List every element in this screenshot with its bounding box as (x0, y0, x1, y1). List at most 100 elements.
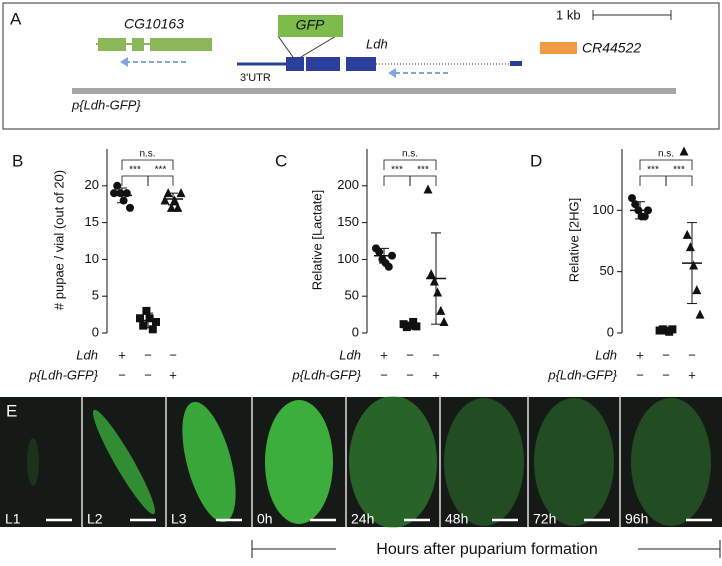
stage-label: L3 (171, 511, 187, 527)
genotype-sign: − (432, 347, 440, 362)
stage-label: L2 (87, 511, 103, 527)
larva (444, 398, 524, 526)
genotype-sign: − (688, 347, 696, 362)
construct-label: p{Ldh-GFP} (71, 97, 141, 112)
y-axis-label: Relative [2HG] (566, 198, 581, 283)
genotype-sign: + (636, 347, 644, 362)
larva (27, 438, 39, 486)
gene-diagram (72, 10, 676, 94)
y-axis-label: # pupae / vial (out of 20) (51, 170, 66, 310)
data-point (682, 229, 692, 239)
significance-bracket (383, 159, 437, 170)
data-point (119, 196, 128, 205)
data-point (166, 202, 176, 212)
data-point (142, 306, 151, 315)
data-point (439, 316, 449, 326)
genotype-sign: − (380, 367, 388, 382)
panel-label: E (6, 401, 17, 420)
stage-label: L1 (5, 511, 21, 527)
panel-label: B (12, 151, 23, 170)
data-point (113, 181, 122, 190)
y-tick-label: 100 (592, 202, 614, 217)
larva (93, 409, 155, 515)
larva (265, 400, 333, 524)
y-tick-label: 0 (607, 324, 614, 339)
data-point (148, 325, 157, 334)
data-point (695, 309, 705, 319)
data-point (170, 195, 180, 205)
significance-label: n.s. (402, 149, 418, 160)
genotype-label: p{Ldh-GFP} (291, 367, 361, 382)
data-point (173, 202, 183, 212)
y-tick-label: 20 (85, 177, 99, 192)
genotype-sign: − (169, 347, 177, 362)
significance-bracket (121, 159, 174, 170)
y-tick-label: 5 (92, 288, 99, 303)
significance-label: n.s. (139, 149, 155, 160)
genotype-label: Ldh (76, 347, 98, 362)
significance-bracket (147, 175, 174, 186)
stage-label: 96h (625, 511, 648, 527)
data-point (692, 285, 702, 295)
y-tick-label: 0 (352, 324, 359, 339)
significance-bracket (639, 159, 693, 170)
y-tick-label: 0 (92, 324, 99, 339)
significance-label: *** (129, 165, 141, 176)
data-point (689, 260, 699, 270)
gene-label: CR44522 (582, 40, 641, 56)
larva (182, 401, 236, 523)
micrographs (27, 396, 712, 528)
genotype-sign: − (406, 347, 414, 362)
data-point (423, 184, 433, 194)
caption-bg (336, 538, 638, 560)
genotype-sign: + (688, 367, 696, 382)
gene-label: GFP (296, 17, 325, 33)
larva (349, 396, 437, 528)
stage-label: 0h (257, 511, 273, 527)
genotype-sign: + (118, 347, 126, 362)
genotype-sign: + (380, 347, 388, 362)
genotype-label: p{Ldh-GFP} (547, 367, 617, 382)
data-point (685, 242, 695, 252)
significance-bracket (121, 175, 149, 186)
significance-bracket (409, 175, 437, 186)
chart: B # pupae / vial (out of 20) 0 5 10 15 20 *** **… (12, 149, 186, 382)
y-tick-label: 10 (85, 251, 99, 266)
genotype-sign: − (144, 347, 152, 362)
genotype-label: p{Ldh-GFP} (28, 367, 98, 382)
genotype-sign: − (144, 367, 152, 382)
chart: D Relative [2HG] 0 50 100 *** *** n.s. Ldh + − − p{L… (530, 146, 705, 382)
genotype-sign: − (662, 367, 670, 382)
data-point (384, 262, 393, 271)
time-caption: Hours after puparium formation (376, 541, 597, 558)
y-tick-label: 50 (600, 263, 614, 278)
data-point (160, 195, 170, 205)
y-tick-label: 200 (337, 177, 359, 192)
significance-label: *** (155, 165, 167, 176)
gene-label: CG10163 (124, 16, 184, 32)
panel-label: C (275, 151, 287, 170)
larva (631, 398, 711, 526)
data-point (152, 317, 160, 326)
data-point (436, 305, 446, 315)
significance-label: *** (391, 165, 403, 176)
y-tick-label: 15 (85, 214, 99, 229)
data-point (136, 314, 144, 323)
significance-label: *** (673, 165, 685, 176)
data-point (126, 203, 134, 212)
data-point (668, 325, 677, 334)
chart: C Relative [Lactate] 0 50 100 150 200 *** *** n.s… (275, 149, 449, 382)
y-axis-label: Relative [Lactate] (309, 190, 324, 290)
genotype-sign: + (432, 367, 440, 382)
larva (534, 398, 614, 526)
panel-label: D (530, 151, 542, 170)
data-point (409, 317, 418, 326)
data-point (375, 248, 384, 257)
data-point (433, 287, 443, 297)
y-tick-label: 150 (337, 214, 359, 229)
significance-bracket (665, 175, 693, 186)
data-point (628, 194, 636, 203)
data-point (145, 314, 154, 323)
scale-label: 1 kb (556, 7, 581, 22)
